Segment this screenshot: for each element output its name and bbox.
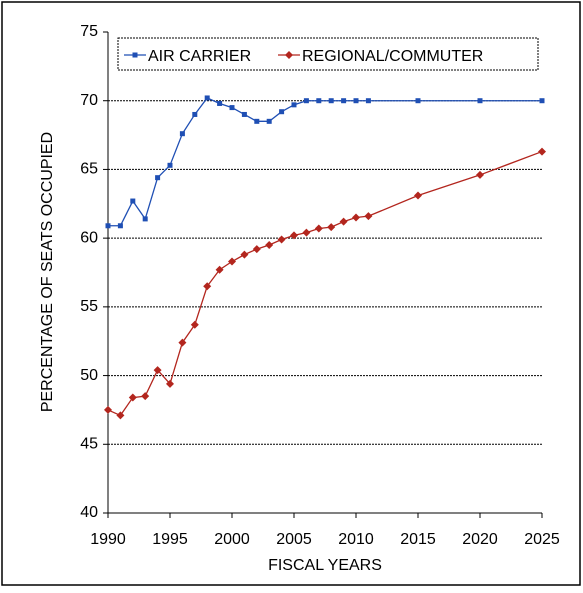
- legend-label: REGIONAL/COMMUTER: [302, 48, 483, 65]
- marker: [285, 51, 293, 59]
- legend-label: AIR CARRIER: [148, 48, 251, 65]
- marker: [476, 170, 484, 179]
- x-tick-label: 2005: [276, 531, 312, 548]
- marker: [132, 52, 138, 58]
- marker: [353, 98, 359, 104]
- marker: [290, 231, 298, 240]
- marker: [203, 282, 212, 291]
- marker: [327, 223, 336, 232]
- x-tick-label: 1990: [90, 531, 126, 548]
- y-tick-label: 50: [80, 367, 98, 384]
- marker: [104, 405, 112, 414]
- marker: [303, 98, 309, 104]
- x-tick-label: 2000: [214, 531, 250, 548]
- y-tick-label: 75: [80, 23, 98, 40]
- marker: [192, 111, 198, 117]
- marker: [190, 320, 199, 329]
- marker: [314, 224, 323, 233]
- y-tick-label: 65: [80, 161, 98, 178]
- marker: [328, 98, 334, 104]
- marker: [105, 223, 111, 229]
- marker: [254, 118, 260, 124]
- marker: [279, 109, 285, 115]
- marker: [240, 250, 249, 259]
- y-axis-label: PERCENTAGE OF SEATS OCCUPIED: [39, 132, 56, 412]
- marker: [414, 191, 422, 200]
- x-tick-label: 2010: [338, 531, 374, 548]
- marker: [365, 98, 371, 104]
- x-tick-label: 2020: [462, 531, 498, 548]
- x-tick-label: 1995: [152, 531, 188, 548]
- marker: [252, 245, 261, 254]
- marker: [179, 131, 185, 137]
- marker: [539, 98, 545, 104]
- marker: [265, 241, 274, 250]
- marker: [167, 162, 173, 168]
- y-tick-label: 60: [80, 229, 98, 246]
- y-tick-label: 55: [80, 298, 98, 315]
- marker: [352, 213, 360, 222]
- marker: [415, 98, 421, 104]
- marker: [142, 216, 148, 222]
- marker: [364, 212, 373, 221]
- y-tick-label: 45: [80, 436, 98, 453]
- x-axis-label: FISCAL YEARS: [268, 557, 382, 574]
- marker: [266, 118, 272, 124]
- marker: [215, 265, 224, 274]
- y-tick-label: 40: [80, 504, 98, 521]
- x-tick-label: 2025: [524, 531, 560, 548]
- marker: [291, 102, 297, 108]
- marker: [302, 228, 311, 237]
- legend-box: [117, 37, 539, 71]
- marker: [166, 379, 174, 388]
- marker: [204, 95, 210, 101]
- marker: [228, 257, 236, 266]
- marker: [229, 105, 235, 111]
- marker: [155, 175, 161, 181]
- marker: [116, 411, 125, 420]
- marker: [477, 98, 483, 104]
- marker: [316, 98, 322, 104]
- marker: [277, 235, 286, 244]
- marker: [341, 98, 347, 104]
- marker: [217, 100, 223, 106]
- marker: [178, 338, 187, 347]
- y-tick-label: 70: [80, 92, 98, 109]
- marker: [117, 223, 123, 229]
- series-line: [108, 97, 542, 227]
- marker: [141, 392, 150, 401]
- x-tick-label: 2015: [400, 531, 436, 548]
- marker: [128, 393, 137, 402]
- marker: [241, 111, 247, 117]
- marker: [130, 198, 136, 204]
- marker: [339, 217, 348, 226]
- marker: [538, 147, 546, 156]
- marker: [153, 366, 162, 375]
